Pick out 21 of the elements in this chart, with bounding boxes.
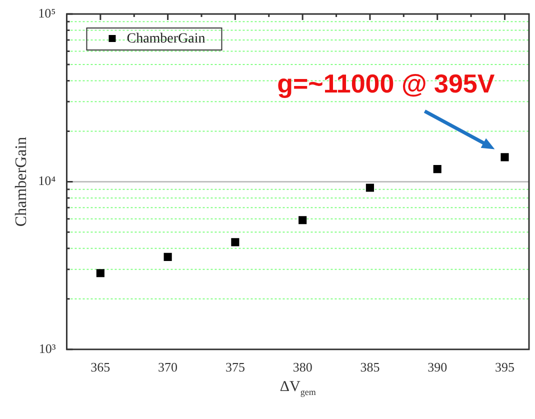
x-tick-label: 390 xyxy=(428,360,448,375)
point xyxy=(164,252,172,261)
x-tick-label: 370 xyxy=(158,360,178,375)
y-tick-label: 10⁴ xyxy=(38,173,56,188)
point xyxy=(366,184,374,192)
point xyxy=(433,164,442,174)
point xyxy=(500,153,509,162)
y-axis-title: ChamberGain xyxy=(12,136,30,227)
x-tick-label: 395 xyxy=(494,360,514,375)
y-tick-label: 10⁵ xyxy=(38,5,56,20)
point xyxy=(231,238,240,246)
x-axis-title: ΔV$_{gem}$ xyxy=(280,379,316,398)
x-tick-label: 365 xyxy=(90,360,110,375)
point xyxy=(298,216,307,224)
legend-label: ChamberGain xyxy=(126,32,206,47)
x-tick-label: 375 xyxy=(225,360,245,375)
x-tick-label: 385 xyxy=(360,360,380,375)
annotation: g=~11000 @ 395V xyxy=(277,68,496,98)
point xyxy=(96,269,104,278)
x-tick-label: 380 xyxy=(292,360,312,375)
y-tick-label: 10³ xyxy=(38,340,56,356)
